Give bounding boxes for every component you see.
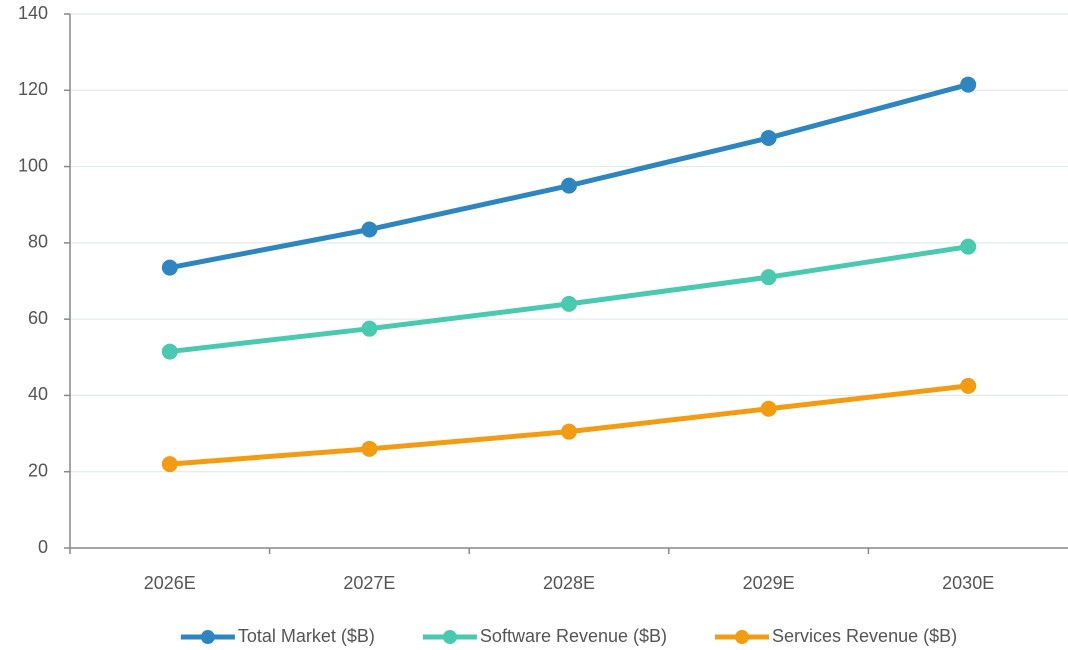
- y-tick-label: 20: [28, 460, 48, 480]
- data-point: [161, 456, 178, 473]
- data-point: [361, 221, 378, 238]
- legend-marker: [735, 630, 750, 644]
- data-point: [161, 259, 178, 276]
- data-point: [361, 440, 378, 457]
- series-line: [169, 82, 969, 271]
- x-tick-label: 2027E: [343, 573, 395, 593]
- data-point: [760, 400, 777, 417]
- data-point: [561, 177, 577, 194]
- legend-label: Total Market ($B): [238, 626, 375, 646]
- x-tick-label: 2028E: [543, 573, 595, 593]
- data-point: [361, 320, 378, 337]
- y-tick-label: 100: [18, 155, 48, 175]
- y-tick-label: 140: [18, 3, 48, 23]
- legend-marker: [442, 630, 457, 644]
- legend-label: Software Revenue ($B): [480, 626, 667, 646]
- data-point: [561, 423, 577, 440]
- legend-marker: [200, 630, 215, 644]
- y-tick-label: 60: [28, 308, 48, 328]
- y-tick-label: 80: [28, 232, 48, 252]
- data-point: [760, 129, 777, 146]
- data-point: [960, 377, 977, 394]
- data-point: [760, 269, 777, 286]
- data-point: [960, 238, 977, 255]
- data-point: [161, 343, 178, 360]
- y-tick-label: 40: [28, 384, 48, 404]
- x-tick-label: 2026E: [144, 573, 196, 593]
- x-tick-label: 2030E: [942, 573, 994, 593]
- data-point: [561, 295, 577, 312]
- y-tick-label: 120: [18, 79, 48, 99]
- data-point: [960, 76, 977, 93]
- x-tick-label: 2029E: [743, 573, 795, 593]
- y-tick-label: 0: [38, 537, 48, 557]
- legend-label: Services Revenue ($B): [772, 626, 957, 646]
